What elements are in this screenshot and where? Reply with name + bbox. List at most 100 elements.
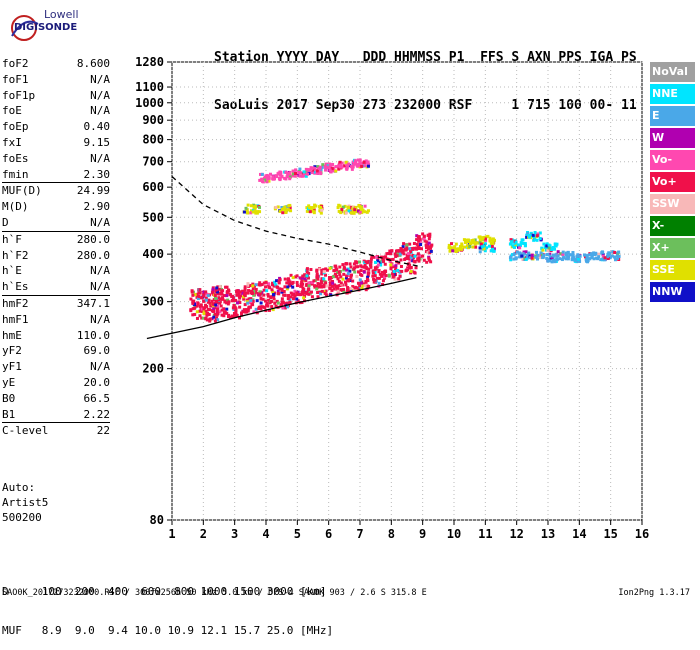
echo-point [286, 277, 290, 281]
echo-point [610, 254, 614, 258]
echo-point [511, 244, 515, 248]
echo-point [482, 247, 486, 251]
echo-point [361, 208, 365, 212]
echo-point [362, 270, 366, 274]
echo-point [246, 301, 250, 305]
echo-point [252, 284, 256, 288]
echo-point [276, 205, 280, 209]
echo-point [205, 318, 209, 322]
echo-point [315, 272, 319, 276]
param-value: N/A [90, 104, 110, 118]
echo-point [212, 307, 216, 311]
echo-point [307, 169, 311, 173]
echo-point [418, 237, 422, 241]
echo-point [291, 293, 295, 297]
echo-point [419, 247, 423, 251]
echo-point [259, 172, 263, 176]
legend-item-nne: NNE [650, 84, 695, 104]
echo-point [280, 300, 284, 304]
echo-point [371, 274, 375, 278]
echo-point [249, 204, 253, 208]
echo-point [597, 255, 601, 259]
echo-point [293, 174, 297, 178]
param-value: 2.22 [83, 407, 111, 421]
echo-point [353, 270, 357, 274]
echo-point [288, 177, 292, 181]
echo-point [353, 208, 357, 212]
echo-point [305, 274, 309, 278]
param-row: foF2 8.600 [2, 56, 110, 72]
echo-point [335, 274, 339, 278]
echo-point [407, 257, 411, 261]
echo-point [360, 286, 364, 290]
echo-point [590, 254, 594, 258]
echo-point [283, 306, 287, 310]
echo-point [223, 300, 227, 304]
echo-point [372, 277, 376, 281]
echo-point [538, 237, 542, 241]
param-value: 280.0 [76, 232, 110, 246]
echo-point [575, 254, 579, 258]
version-label: Ion2Png 1.3.17 [618, 588, 690, 598]
echo-point [347, 209, 351, 213]
echo-point [251, 210, 255, 214]
echo-point [198, 304, 202, 308]
echo-point [342, 164, 346, 168]
echo-point [202, 299, 206, 303]
y-tick-label: 900 [142, 113, 164, 127]
echo-point [597, 252, 601, 256]
echo-point [222, 314, 226, 318]
echo-point [427, 241, 431, 245]
echo-point [412, 241, 416, 245]
echo-point [208, 319, 212, 323]
echo-point [409, 255, 413, 259]
echo-point [324, 168, 328, 172]
echo-point [558, 257, 562, 261]
echo-point [263, 178, 267, 182]
echo-point [365, 210, 369, 214]
echo-point [397, 261, 401, 265]
echo-point [196, 297, 200, 301]
param-name: h`E [2, 264, 22, 278]
echo-point [354, 265, 358, 269]
echo-point [411, 253, 415, 257]
echo-point [228, 293, 232, 297]
echo-point [513, 245, 517, 249]
echo-point [305, 206, 309, 210]
echo-point [274, 205, 278, 209]
param-row: C-level 22 [2, 422, 110, 439]
echo-point [518, 244, 522, 248]
echo-point [429, 249, 433, 253]
echo-point [239, 294, 243, 298]
echo-point [379, 255, 383, 259]
echo-point [358, 210, 362, 214]
legend-item-e: E [650, 106, 695, 126]
echo-point [590, 256, 594, 260]
echo-point [514, 240, 518, 244]
echo-point [525, 253, 529, 257]
echo-point [258, 283, 262, 287]
echo-point [331, 162, 335, 166]
echo-point [303, 273, 307, 277]
echo-point [217, 287, 221, 291]
param-row: yF2 69.0 [2, 343, 110, 359]
echo-point [337, 279, 341, 283]
echo-point [332, 169, 336, 173]
echo-point [220, 308, 224, 312]
echo-point [221, 296, 225, 300]
param-row: fxI 9.15 [2, 135, 110, 151]
echo-point [195, 316, 199, 320]
echo-point [234, 307, 238, 311]
legend-item-noval: NoVal [650, 62, 695, 82]
echo-point [280, 303, 284, 307]
echo-point [330, 167, 334, 171]
echo-point [320, 281, 324, 285]
echo-point [242, 293, 246, 297]
echo-point [373, 278, 377, 282]
echo-point [298, 167, 302, 171]
echo-point [415, 234, 419, 238]
echo-point [601, 254, 605, 258]
echo-point [205, 304, 209, 308]
echo-point [447, 243, 451, 247]
echo-point [565, 252, 569, 256]
